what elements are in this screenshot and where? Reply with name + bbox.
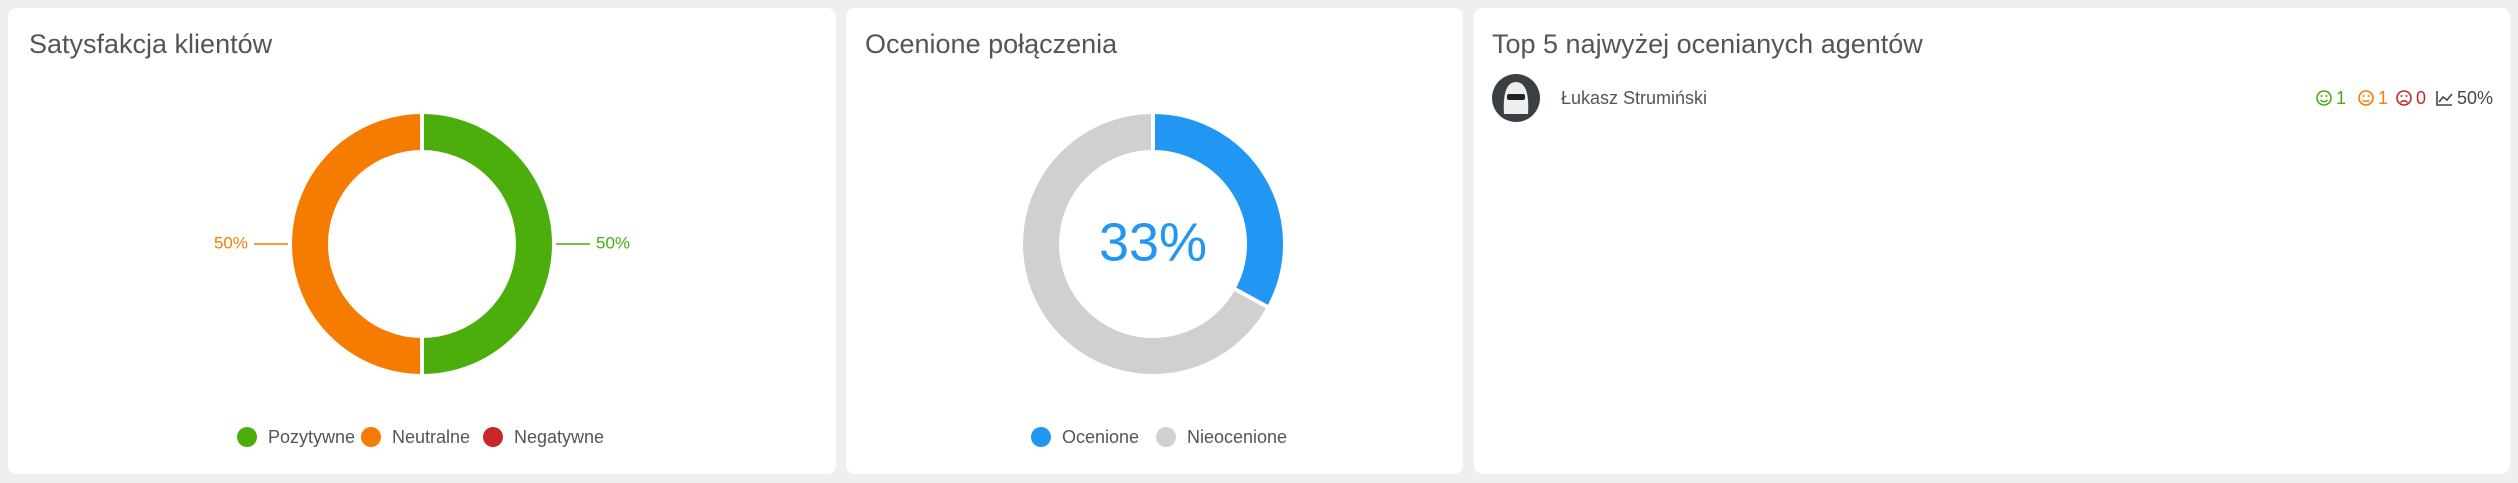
eye	[2320, 95, 2323, 97]
panel	[8, 8, 836, 474]
panel-title: Ocenione połączenia	[865, 29, 1118, 59]
panel	[1474, 8, 2510, 474]
legend-swatch	[483, 427, 503, 447]
legend-swatch	[361, 427, 381, 447]
legend-swatch	[1156, 427, 1176, 447]
legend-label: Pozytywne	[268, 427, 355, 447]
negative-count: 0	[2416, 88, 2426, 108]
donut-segment	[1151, 110, 1287, 310]
face	[2316, 90, 2332, 106]
legend-label: Negatywne	[514, 427, 604, 447]
legend-label: Ocenione	[1062, 427, 1139, 447]
eye	[2367, 95, 2370, 97]
mouth	[2399, 100, 2409, 104]
legend-swatch	[237, 427, 257, 447]
face	[2396, 90, 2412, 106]
eye	[2362, 95, 2365, 97]
mouth	[2319, 99, 2329, 103]
rating-icon	[2396, 90, 2412, 106]
trend-icon	[2436, 91, 2453, 106]
value-label: 50%	[214, 233, 248, 252]
donut-segment	[1018, 110, 1271, 378]
panel-title: Satysfakcja klientów	[29, 29, 273, 59]
rating-icon	[2316, 90, 2332, 106]
legend-label: Nieocenione	[1187, 427, 1287, 447]
eye	[2405, 95, 2408, 97]
legend-swatch	[1031, 427, 1051, 447]
panel	[846, 8, 1463, 474]
avatar-visor	[1507, 94, 1525, 100]
neutral-count: 1	[2378, 88, 2388, 108]
legend-label: Neutralne	[392, 427, 470, 447]
eye	[2325, 95, 2328, 97]
agent-score: 50%	[2457, 88, 2493, 108]
positive-count: 1	[2336, 88, 2346, 108]
donut-segment	[420, 110, 556, 378]
panel-title: Top 5 najwyżej ocenianych agentów	[1492, 29, 1923, 59]
eye	[2400, 95, 2403, 97]
face	[2358, 90, 2374, 106]
center-label: 33%	[1099, 212, 1207, 272]
donut-segment	[288, 110, 424, 378]
rating-icon	[2358, 90, 2374, 106]
agent-name: Łukasz Strumiński	[1561, 88, 1707, 108]
value-label: 50%	[596, 233, 630, 252]
